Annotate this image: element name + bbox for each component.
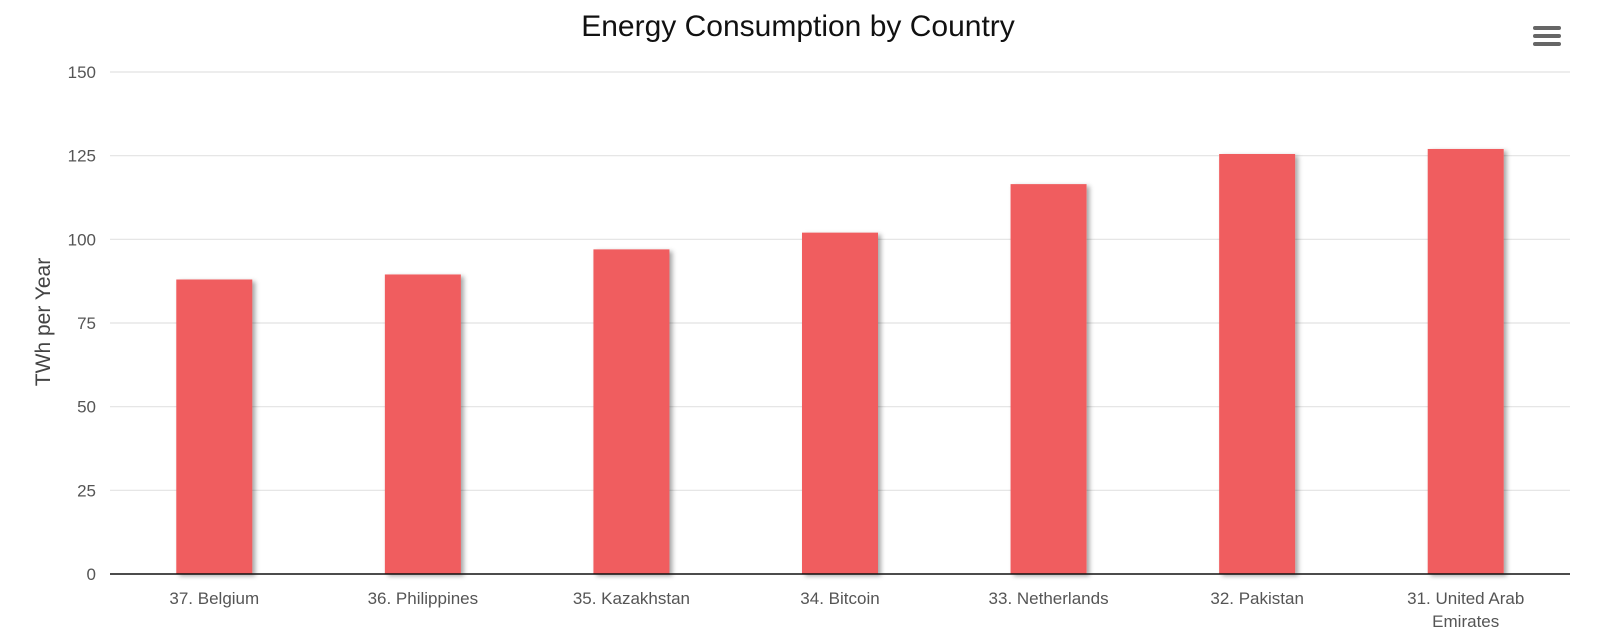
bar[interactable] — [1010, 184, 1087, 574]
x-category-label: 36. Philippines — [368, 589, 479, 608]
chart-title: Energy Consumption by Country — [581, 10, 1015, 43]
bar[interactable] — [176, 279, 253, 574]
y-tick-label: 125 — [68, 147, 96, 166]
x-category-label: 33. Netherlands — [989, 589, 1109, 608]
bars — [176, 148, 1504, 574]
y-tick-label: 150 — [68, 63, 96, 82]
y-tick-label: 50 — [77, 398, 96, 417]
hamburger-menu-icon — [1533, 26, 1561, 46]
x-axis-labels: 37. Belgium 36. Philippines 35. Kazakhstan… — [169, 589, 1524, 630]
bar[interactable] — [593, 249, 670, 574]
bar[interactable] — [1427, 148, 1504, 574]
x-category-label: 35. Kazakhstan — [573, 589, 690, 608]
chart-menu-button[interactable] — [1528, 18, 1564, 52]
bar[interactable] — [802, 232, 878, 574]
x-category-label: 31. United Arab Emirates — [1407, 589, 1524, 630]
y-tick-label: 25 — [77, 481, 96, 500]
y-tick-label: 0 — [87, 565, 96, 584]
y-axis-ticks: 0 25 50 75 100 125 150 — [68, 63, 96, 584]
bar[interactable] — [384, 274, 461, 574]
x-category-label: 32. Pakistan — [1210, 589, 1304, 608]
y-tick-label: 100 — [68, 230, 96, 249]
bar[interactable] — [1219, 153, 1296, 574]
x-category-label: 37. Belgium — [169, 589, 259, 608]
y-tick-label: 75 — [77, 314, 96, 333]
x-category-label: 34. Bitcoin — [800, 589, 879, 608]
y-axis-title: TWh per Year — [32, 258, 55, 386]
